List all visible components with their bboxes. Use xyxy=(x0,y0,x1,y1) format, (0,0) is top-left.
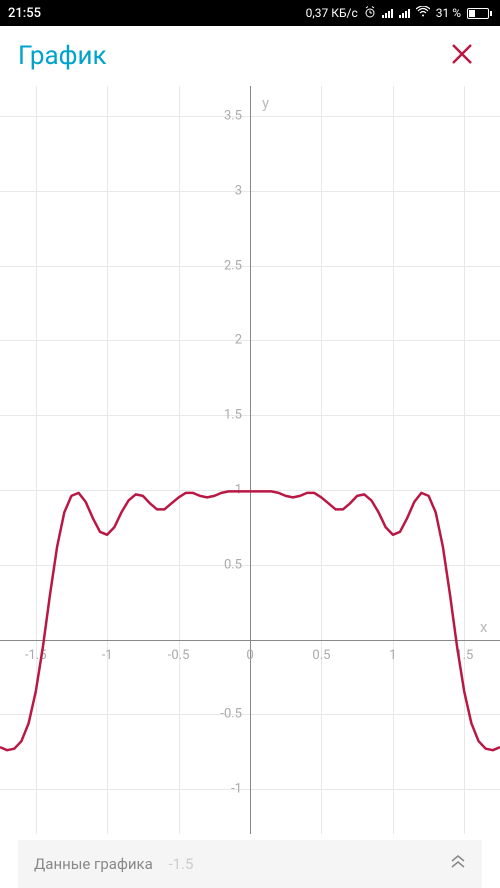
wifi-icon xyxy=(416,6,430,20)
app-header: График xyxy=(0,26,500,86)
chevron-up-icon xyxy=(450,855,466,873)
y-tick-label: 0.5 xyxy=(224,557,242,572)
grid-line xyxy=(321,86,322,834)
chart-area[interactable]: x y -1.5 -1 -0.5 0 0.5 1 1.5 -1 -0.5 0.5 1 1.5 2 2.5 3… xyxy=(0,86,500,834)
y-axis xyxy=(250,86,251,834)
x-axis-label: x xyxy=(480,618,487,636)
y-tick-label: -0.5 xyxy=(220,707,242,722)
grid-line xyxy=(393,86,394,834)
y-tick-label: 3.5 xyxy=(224,108,242,123)
alarm-icon xyxy=(364,6,376,21)
x-tick-label: 1.5 xyxy=(455,648,473,663)
grid-line xyxy=(36,86,37,834)
y-tick-label: -1 xyxy=(231,782,242,797)
x-tick-label: -1 xyxy=(102,648,113,663)
data-rate: 0,37 КБ/с xyxy=(306,6,358,20)
y-axis-label: y xyxy=(262,94,269,112)
grid-line xyxy=(179,86,180,834)
status-bar: 21:55 0,37 КБ/с 31 % xyxy=(0,0,500,26)
x-tick-label: -1.5 xyxy=(25,648,47,663)
x-tick-label: -0.5 xyxy=(168,648,190,663)
bottom-bar[interactable]: Данные графика -1.5 xyxy=(18,840,482,888)
grid-line xyxy=(464,86,465,834)
signal-icon xyxy=(382,8,393,18)
x-tick-label: 0 xyxy=(246,648,253,663)
close-icon xyxy=(450,42,474,66)
y-tick-label: 1 xyxy=(235,482,242,497)
signal-icon-2 xyxy=(399,8,410,18)
y-tick-label: 2.5 xyxy=(224,258,242,273)
y-tick-label: 1.5 xyxy=(224,408,242,423)
bottom-bar-label: Данные графика xyxy=(34,855,153,873)
bottom-tick: -1.5 xyxy=(168,855,193,873)
x-tick-label: 1 xyxy=(389,648,396,663)
y-tick-label: 2 xyxy=(235,333,242,348)
grid-line xyxy=(107,86,108,834)
status-time: 21:55 xyxy=(8,6,41,21)
x-tick-label: 0.5 xyxy=(312,648,330,663)
y-tick-label: 3 xyxy=(235,183,242,198)
battery-percent: 31 % xyxy=(436,6,461,20)
close-button[interactable] xyxy=(442,35,482,78)
page-title: График xyxy=(18,41,107,71)
battery-icon xyxy=(467,8,492,19)
